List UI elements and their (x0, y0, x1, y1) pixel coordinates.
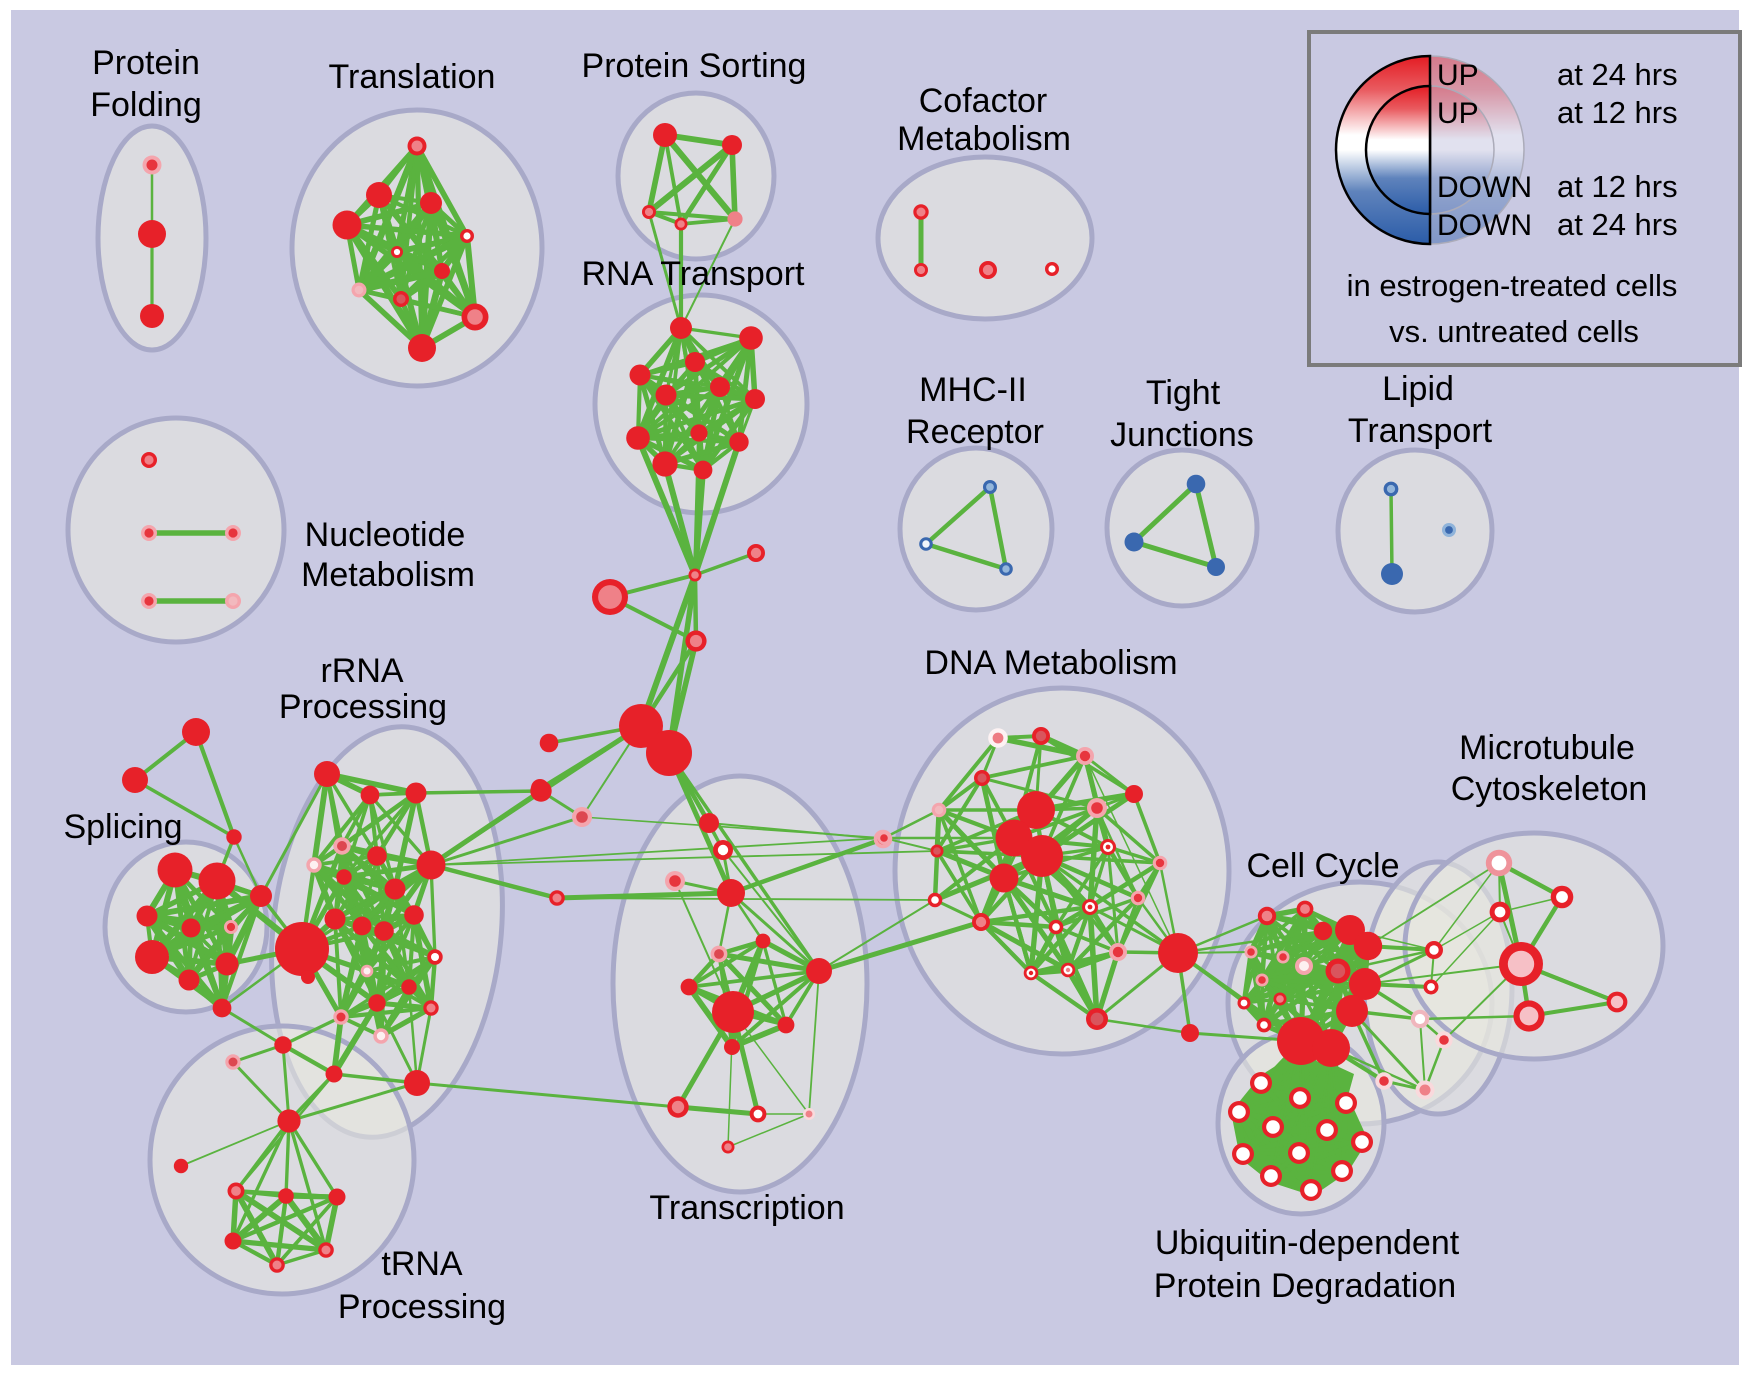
svg-text:Protein Sorting: Protein Sorting (582, 47, 807, 85)
svg-text:UP: UP (1437, 97, 1479, 130)
svg-text:in estrogen-treated cells: in estrogen-treated cells (1347, 268, 1678, 303)
svg-text:Ubiquitin-dependent: Ubiquitin-dependent (1155, 1224, 1460, 1262)
svg-text:Tight: Tight (1146, 374, 1221, 412)
svg-text:MHC-II: MHC-II (919, 371, 1027, 409)
svg-text:Cofactor: Cofactor (919, 82, 1048, 120)
svg-text:at 12 hrs: at 12 hrs (1557, 95, 1678, 130)
svg-text:Splicing: Splicing (63, 808, 182, 846)
svg-text:Cell Cycle: Cell Cycle (1246, 847, 1399, 885)
svg-text:Lipid: Lipid (1382, 370, 1454, 408)
svg-text:Receptor: Receptor (906, 413, 1044, 451)
svg-text:Transcription: Transcription (649, 1189, 844, 1227)
svg-text:Transport: Transport (1348, 412, 1493, 450)
svg-text:Nucleotide: Nucleotide (305, 516, 466, 554)
svg-text:DNA Metabolism: DNA Metabolism (924, 644, 1177, 682)
svg-text:Metabolism: Metabolism (897, 120, 1071, 158)
svg-text:at 24 hrs: at 24 hrs (1557, 207, 1678, 242)
svg-text:Folding: Folding (90, 86, 202, 124)
svg-text:Cytoskeleton: Cytoskeleton (1451, 770, 1648, 808)
svg-text:at 12 hrs: at 12 hrs (1557, 169, 1678, 204)
svg-text:Protein: Protein (92, 44, 200, 82)
svg-text:tRNA: tRNA (381, 1245, 463, 1283)
svg-text:RNA Transport: RNA Transport (582, 255, 806, 293)
svg-text:at 24 hrs: at 24 hrs (1557, 57, 1678, 92)
svg-text:DOWN: DOWN (1437, 171, 1532, 204)
svg-text:Protein Degradation: Protein Degradation (1154, 1267, 1456, 1305)
svg-text:Processing: Processing (338, 1288, 506, 1326)
svg-text:rRNA: rRNA (320, 652, 403, 690)
svg-text:Metabolism: Metabolism (301, 556, 475, 594)
svg-text:DOWN: DOWN (1437, 209, 1532, 242)
svg-text:Translation: Translation (329, 58, 496, 96)
svg-text:Microtubule: Microtubule (1459, 729, 1635, 767)
svg-text:Processing: Processing (279, 688, 447, 726)
svg-text:vs. untreated cells: vs. untreated cells (1389, 314, 1639, 349)
svg-text:UP: UP (1437, 59, 1479, 92)
svg-text:Junctions: Junctions (1110, 416, 1254, 454)
